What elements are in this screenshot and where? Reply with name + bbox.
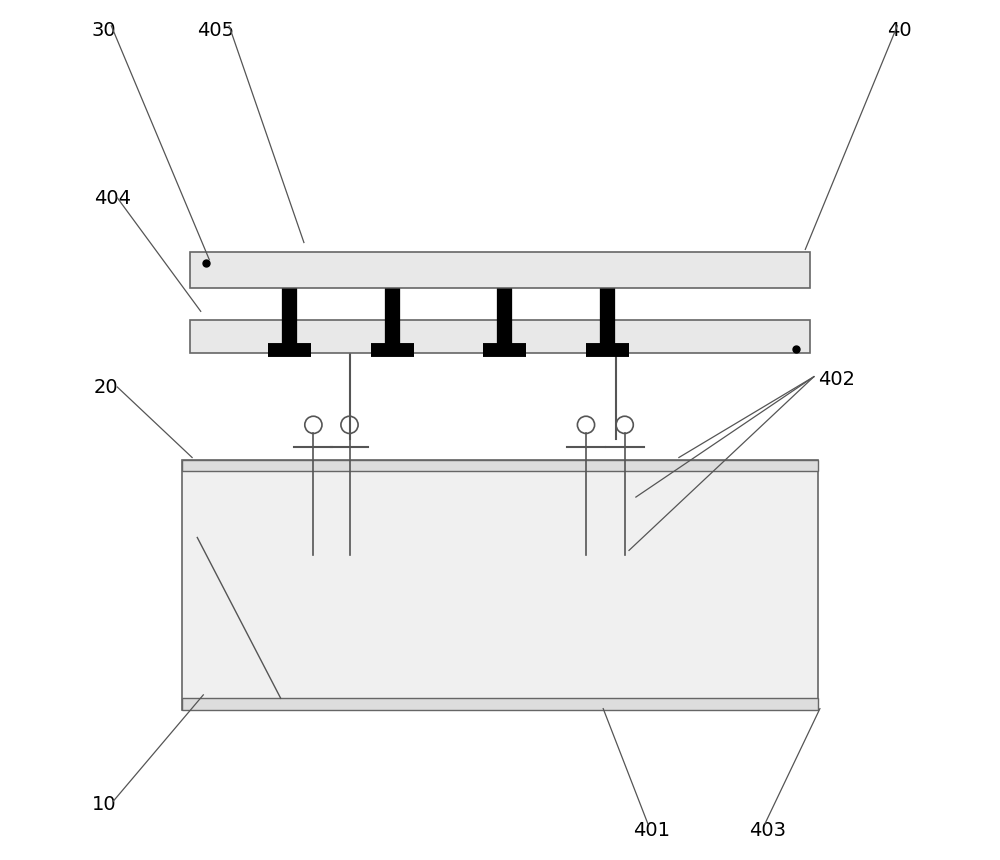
Text: 403: 403 bbox=[749, 821, 786, 840]
Text: 405: 405 bbox=[197, 22, 234, 40]
Text: 404: 404 bbox=[94, 189, 131, 208]
Bar bbox=[182, 698, 818, 710]
Bar bbox=[182, 460, 818, 710]
Bar bbox=[182, 460, 818, 471]
Bar bbox=[190, 252, 810, 288]
Text: 30: 30 bbox=[92, 22, 116, 40]
Text: 402: 402 bbox=[818, 370, 855, 389]
Text: 40: 40 bbox=[887, 22, 912, 40]
Bar bbox=[190, 320, 810, 353]
Text: 401: 401 bbox=[633, 821, 670, 840]
Text: 10: 10 bbox=[92, 796, 116, 814]
Text: 20: 20 bbox=[94, 378, 119, 397]
